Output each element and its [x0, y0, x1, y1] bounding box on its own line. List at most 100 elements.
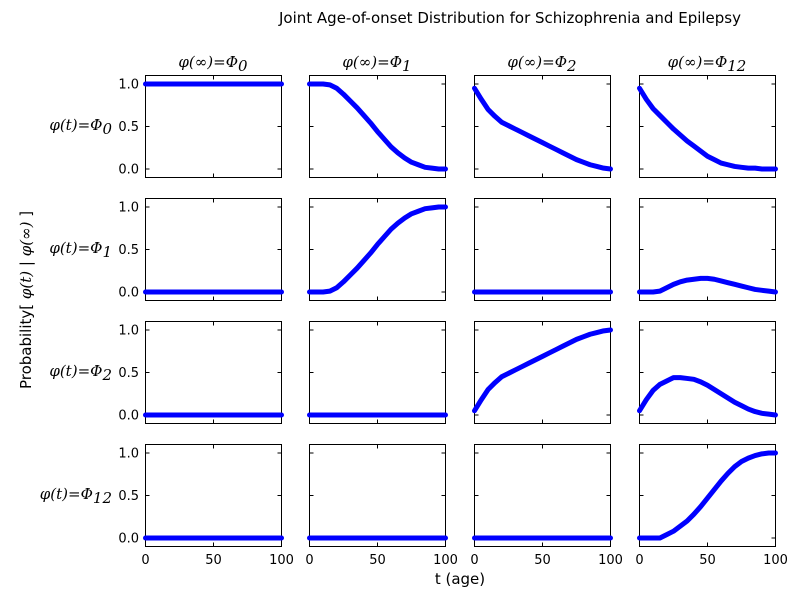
subplot-frame: [639, 198, 776, 301]
x-tick-label: 50: [205, 553, 222, 568]
row-label-1-eq: =: [78, 239, 91, 257]
row-label-0-subscript: 0: [102, 120, 112, 138]
y-axis-label: Probability[ φ(t) | φ(∞) ]: [17, 211, 35, 389]
column-title-3: φ(∞)=Φ12: [668, 53, 747, 75]
x-tick-label: 100: [763, 553, 788, 568]
column-title-3-lhs: φ(∞): [668, 53, 703, 71]
x-tick-label: 50: [699, 553, 716, 568]
subplot-0-0: 0.0 0.5 1.0: [118, 75, 284, 178]
subplot-0-3: [637, 75, 778, 178]
series-line-2-2: [472, 327, 613, 414]
row-label-3-eq: =: [68, 485, 81, 503]
row-label-3-symbol: Φ: [81, 485, 93, 503]
subplot-frame: [309, 75, 446, 178]
series-line-0-2: [472, 85, 613, 172]
subplot-0-1: [307, 75, 448, 178]
subplot-2-1: [307, 321, 448, 424]
row-label-0: φ(t)=Φ0: [49, 116, 112, 138]
row-label-2-lhs: φ(t): [49, 362, 77, 380]
x-tick-label: 0: [470, 553, 478, 568]
row-label-3: φ(t)=Φ12: [40, 485, 112, 507]
subplot-frame: [145, 444, 282, 547]
subplot-1-2: [472, 198, 613, 301]
subplot-3-2: 0 50 100: [470, 444, 623, 568]
column-title-0-symbol: Φ: [226, 53, 238, 71]
row-label-1: φ(t)=Φ1: [49, 239, 112, 261]
y-axis-label-phi-t: φ(t): [17, 271, 35, 299]
series-line-2-3: [637, 375, 778, 418]
y-tick-label: 0.0: [118, 532, 139, 547]
x-tick-label: 100: [433, 553, 458, 568]
subplot-frame: [145, 198, 282, 301]
subplot-3-0: 0 50 100 0.0 0.5 1.0: [118, 444, 294, 568]
column-title-0-eq: =: [213, 53, 226, 71]
subplot-3-3: 0 50 100: [635, 444, 788, 568]
subplot-frame: [309, 198, 446, 301]
column-title-2-symbol: Φ: [555, 53, 567, 71]
subplot-frame: [145, 321, 282, 424]
row-label-3-lhs: φ(t): [40, 485, 68, 503]
x-tick-label: 100: [598, 553, 623, 568]
subplot-1-3: [637, 198, 778, 301]
column-title-2-lhs: φ(∞): [507, 53, 542, 71]
y-tick-label: 1.0: [118, 324, 139, 339]
x-axis-label: t (age): [435, 570, 485, 588]
x-tick-label: 50: [534, 553, 551, 568]
column-title-2: φ(∞)=Φ2: [507, 53, 576, 75]
column-title-1-lhs: φ(∞): [342, 53, 377, 71]
series-line-1-3: [637, 275, 778, 295]
column-title-3-eq: =: [702, 53, 715, 71]
column-title-0: φ(∞)=Φ0: [178, 53, 248, 75]
row-label-2-subscript: 2: [101, 366, 112, 384]
column-title-1-eq: =: [377, 53, 390, 71]
column-title-1: φ(∞)=Φ1: [342, 53, 411, 75]
subplot-frame: [474, 444, 611, 547]
subplot-frame: [639, 75, 776, 178]
subplot-1-1: [307, 198, 448, 301]
y-tick-label: 0.5: [118, 243, 139, 258]
x-tick-label: 0: [141, 553, 149, 568]
column-title-0-lhs: φ(∞): [178, 53, 213, 71]
y-tick-label: 0.0: [118, 286, 139, 301]
y-tick-label: 0.5: [118, 120, 139, 135]
row-label-1-subscript: 1: [102, 243, 112, 261]
x-tick-label: 0: [305, 553, 313, 568]
row-label-2-eq: =: [78, 362, 91, 380]
subplot-frame: [309, 444, 446, 547]
subplot-grid: φ(∞)=Φ0 φ(∞)=Φ1 φ(∞)=Φ2 φ(∞)=Φ12φ(t)=Φ0φ(t)…: [40, 53, 788, 568]
subplot-frame: [309, 321, 446, 424]
series-line-0-1: [307, 81, 448, 172]
series-line-1-1: [307, 204, 448, 295]
subplot-3-1: 0 50 100: [305, 444, 458, 568]
subplot-2-3: [637, 321, 778, 424]
x-tick-label: 100: [269, 553, 294, 568]
row-label-1-lhs: φ(t): [49, 239, 77, 257]
y-tick-label: 1.0: [118, 201, 139, 216]
subplot-frame: [474, 198, 611, 301]
y-tick-label: 0.0: [118, 163, 139, 178]
column-title-2-subscript: 2: [566, 57, 577, 75]
row-label-3-subscript: 12: [93, 489, 112, 507]
column-title-1-subscript: 1: [402, 57, 412, 75]
column-title-2-eq: =: [542, 53, 555, 71]
row-label-0-lhs: φ(t): [49, 116, 77, 134]
y-axis-label-phi-inf: φ(∞): [17, 221, 35, 256]
column-title-3-subscript: 12: [727, 57, 746, 75]
y-tick-label: 0.5: [118, 489, 139, 504]
y-tick-label: 0.0: [118, 409, 139, 424]
subplot-2-2: [472, 321, 613, 424]
subplot-frame: [639, 321, 776, 424]
subplot-0-2: [472, 75, 613, 178]
x-tick-label: 0: [635, 553, 643, 568]
chart-title: Joint Age-of-onset Distribution for Schi…: [278, 9, 741, 27]
y-tick-label: 1.0: [118, 447, 139, 462]
y-axis-label-suffix: ]: [17, 211, 35, 222]
row-label-1-symbol: Φ: [90, 239, 102, 257]
x-tick-label: 50: [369, 553, 386, 568]
subplot-frame: [145, 75, 282, 178]
row-label-2-symbol: Φ: [90, 362, 102, 380]
series-line-0-3: [637, 85, 778, 172]
column-title-1-symbol: Φ: [390, 53, 402, 71]
subplot-1-0: 0.0 0.5 1.0: [118, 198, 284, 301]
